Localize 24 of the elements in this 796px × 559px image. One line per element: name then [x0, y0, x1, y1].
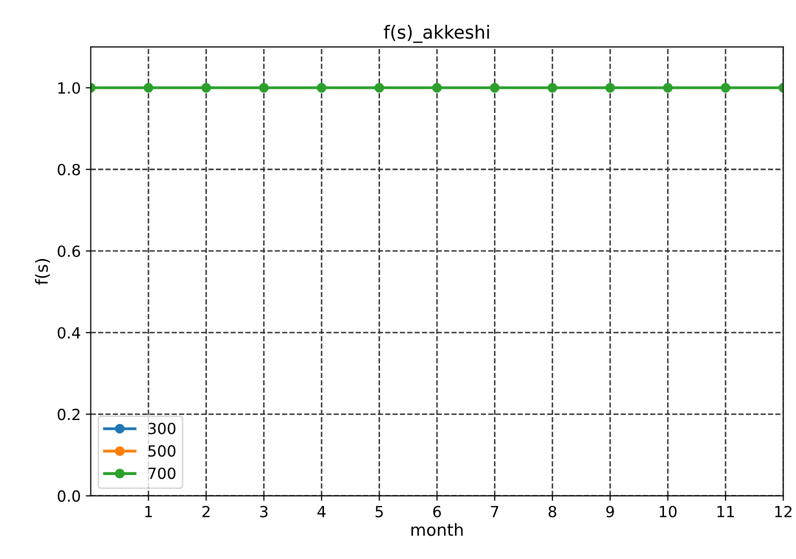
- x-tick-label: 7: [491, 506, 498, 518]
- x-tick-label: 10: [660, 506, 677, 518]
- x-tick-label: 5: [376, 506, 383, 518]
- y-tick-label: 1.0: [58, 82, 80, 94]
- x-tick-label: 9: [606, 506, 614, 518]
- chart-title: f(s)_akkeshi: [384, 24, 489, 43]
- y-tick-label: 0.2: [58, 408, 80, 420]
- legend-label: 300: [148, 422, 176, 434]
- x-axis-title: month: [411, 523, 463, 536]
- x-tick-label: 12: [775, 506, 792, 518]
- x-tick-label: 1: [145, 506, 152, 518]
- y-tick-label: 0.8: [58, 164, 80, 176]
- y-tick-label: 0.4: [58, 327, 80, 339]
- x-tick-label: 8: [548, 506, 556, 518]
- x-tick-label: 11: [718, 506, 734, 518]
- legend-label: 500: [148, 445, 176, 457]
- x-tick-label: 6: [433, 506, 441, 518]
- x-tick-label: 2: [202, 506, 210, 518]
- x-tick-label: 4: [317, 506, 326, 518]
- y-tick-label: 0.6: [58, 245, 80, 258]
- legend-label: 700: [148, 468, 176, 480]
- x-tick-label: 3: [260, 506, 268, 518]
- y-axis-title: f(s): [35, 259, 50, 285]
- y-tick-label: 0.0: [58, 490, 80, 502]
